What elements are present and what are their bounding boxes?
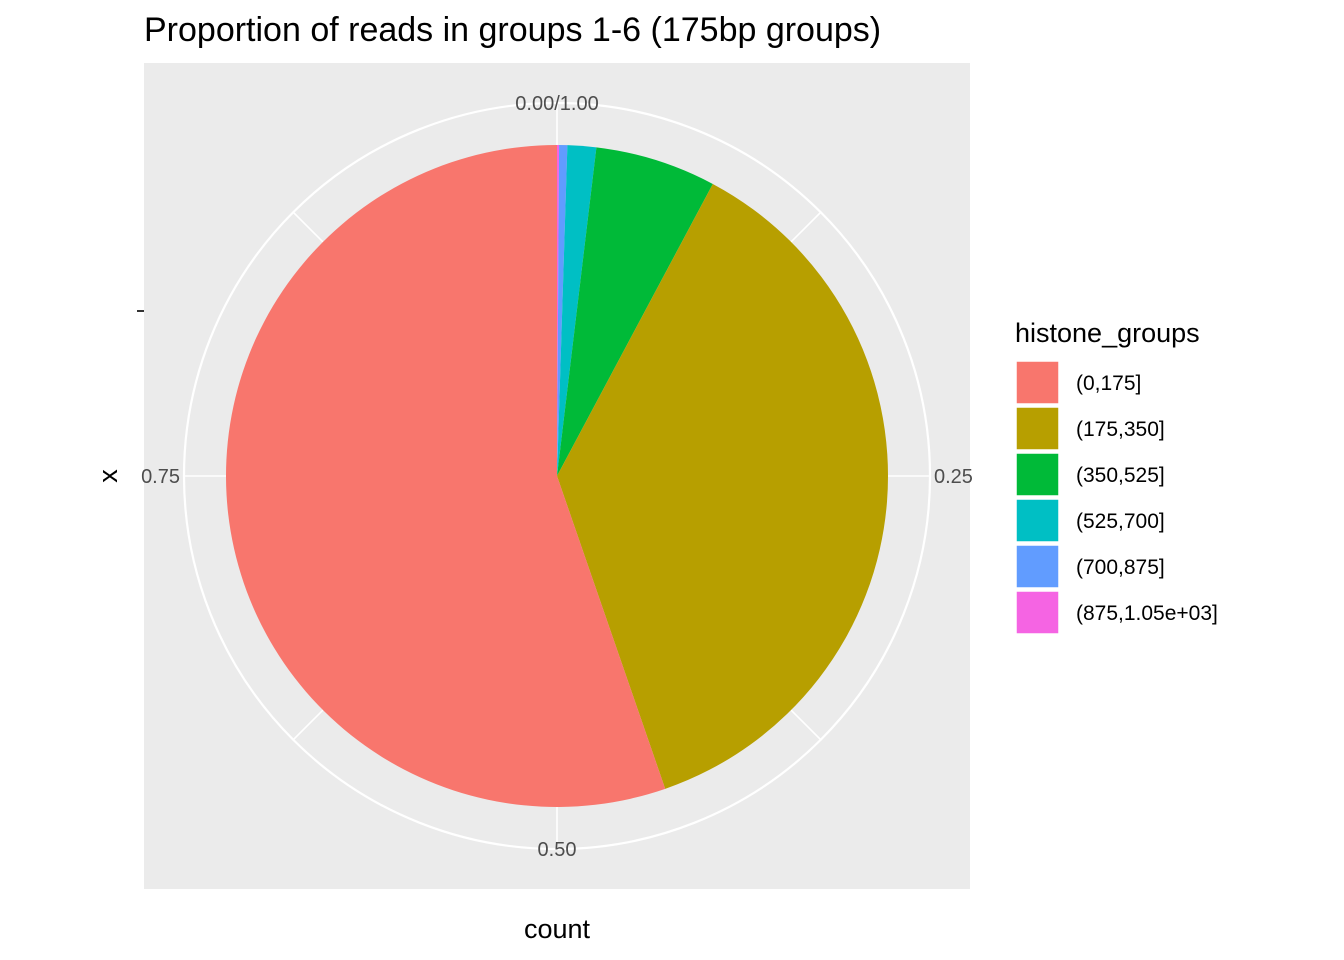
pie-slice [557,145,560,476]
y-axis-title: x [93,469,123,483]
pie-slice [557,147,713,476]
legend-label: (525,700] [1076,510,1165,533]
legend-label: (875,1.05e+03] [1076,602,1218,625]
legend-label: (0,175] [1076,372,1141,395]
legend-swatch [1015,360,1060,405]
legend: histone_groups (0,175] (175,350] (350,525]… [1015,318,1218,635]
grid-spoke [292,211,324,243]
grid-spoke [790,211,822,243]
chart-title: Proportion of reads in groups 1-6 (175bp… [144,11,881,49]
legend-swatch [1015,590,1060,635]
legend-swatch [1015,498,1060,543]
pie-slice [557,183,888,789]
legend-swatch [1015,452,1060,497]
legend-swatch [1015,406,1060,451]
legend-label: (350,525] [1076,464,1165,487]
legend-items: (0,175] (175,350] (350,525] (525,700] (700,8… [1015,360,1218,635]
legend-label: (175,350] [1076,418,1165,441]
grid-spoke [790,709,822,741]
x-axis-title: count [524,914,591,944]
legend-label: (700,875] [1076,556,1165,579]
legend-title: histone_groups [1015,318,1200,348]
theta-tick-label: 0.50 [538,839,577,861]
theta-tick-label: 0.00/1.00 [515,93,598,115]
pie-slice [557,145,597,476]
pie-slices [225,145,888,807]
theta-tick-label: 0.25 [934,466,973,488]
theta-tick-label: 0.75 [141,466,180,488]
pie-slice [225,145,666,807]
pie-slice [557,145,568,476]
theta-tick-labels: 0.00/1.00 0.25 0.50 0.75 [141,93,973,861]
polar-grid [182,101,932,851]
grid-spoke [292,709,324,741]
legend-swatch [1015,544,1060,589]
